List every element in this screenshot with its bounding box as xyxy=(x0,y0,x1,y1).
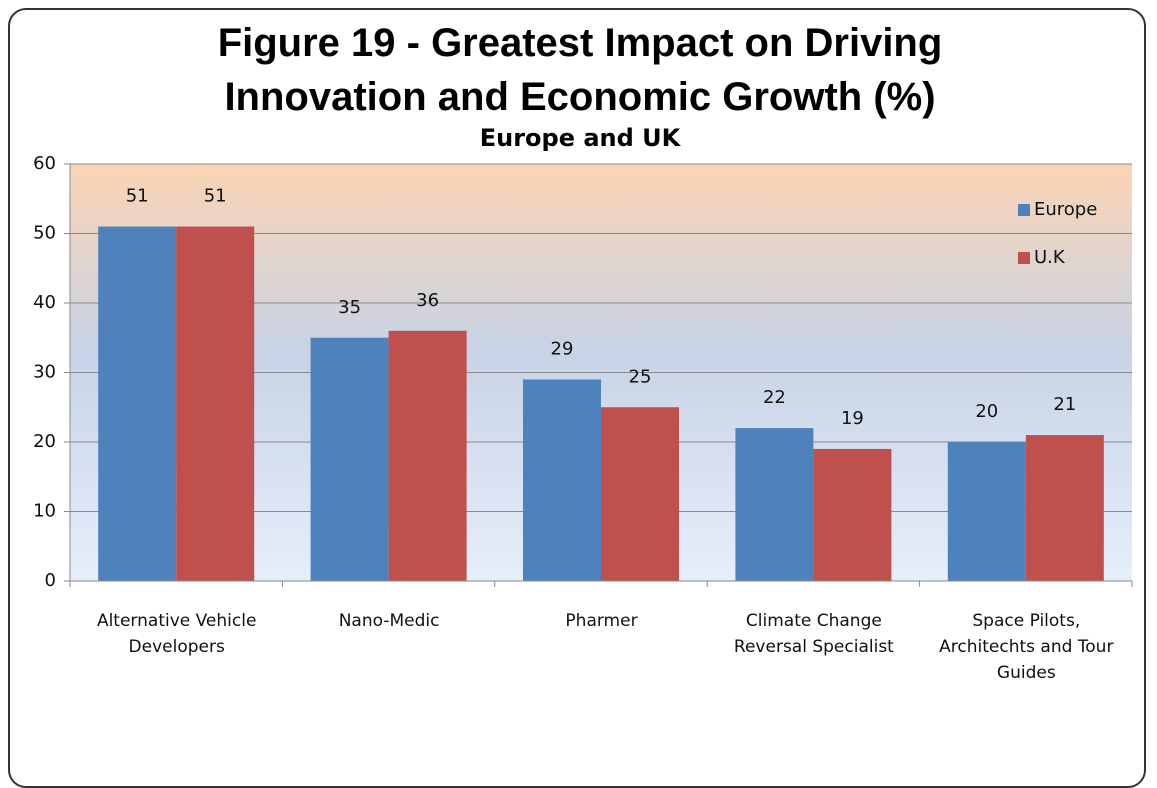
data-label: 20 xyxy=(975,401,998,422)
legend-label: U.K xyxy=(1034,247,1066,268)
bar xyxy=(601,407,679,581)
bar xyxy=(947,442,1026,581)
y-tick-label: 30 xyxy=(33,362,56,383)
x-tick-label: Pharmer xyxy=(565,611,638,631)
bar xyxy=(735,428,814,581)
data-label: 36 xyxy=(416,290,439,311)
y-tick-label: 40 xyxy=(33,292,56,313)
bar xyxy=(176,226,255,582)
chart-title: Figure 19 - Greatest Impact on Driving I… xyxy=(217,21,943,119)
data-label: 22 xyxy=(763,387,786,408)
data-label: 29 xyxy=(551,338,574,359)
bar xyxy=(1025,435,1104,581)
x-tick-label: Space Pilots, Architechts and Tour Guide… xyxy=(939,611,1114,683)
plot: 0 10 20 30 40 50 60 51 51 35 36 29 25 22 19 20 21 Europe U… xyxy=(33,153,1133,591)
legend-swatch xyxy=(1018,252,1030,264)
y-tick-label: 0 xyxy=(45,570,56,591)
bar xyxy=(813,448,892,581)
data-label: 19 xyxy=(841,408,864,429)
bar xyxy=(388,330,467,581)
bar xyxy=(523,379,601,581)
y-tick-label: 20 xyxy=(33,431,56,452)
data-label: 21 xyxy=(1053,394,1076,415)
bar xyxy=(98,226,177,582)
x-tick-label: Climate Change Reversal Specialist xyxy=(733,611,894,657)
y-tick-label: 50 xyxy=(33,223,56,244)
legend-swatch xyxy=(1018,204,1030,216)
bar xyxy=(310,337,389,581)
x-tick-label: Alternative Vehicle Developers xyxy=(96,611,257,657)
x-tick-label: Nano-Medic xyxy=(338,611,440,631)
chart-subtitle: Europe and UK xyxy=(479,124,681,152)
y-tick-label: 10 xyxy=(33,501,56,522)
data-label: 25 xyxy=(629,366,652,387)
data-label: 35 xyxy=(338,297,361,318)
data-label: 51 xyxy=(204,186,227,207)
legend-label: Europe xyxy=(1034,199,1097,220)
chart: Figure 19 - Greatest Impact on Driving I… xyxy=(8,8,1146,788)
y-tick-label: 60 xyxy=(33,153,56,174)
data-label: 51 xyxy=(126,186,149,207)
